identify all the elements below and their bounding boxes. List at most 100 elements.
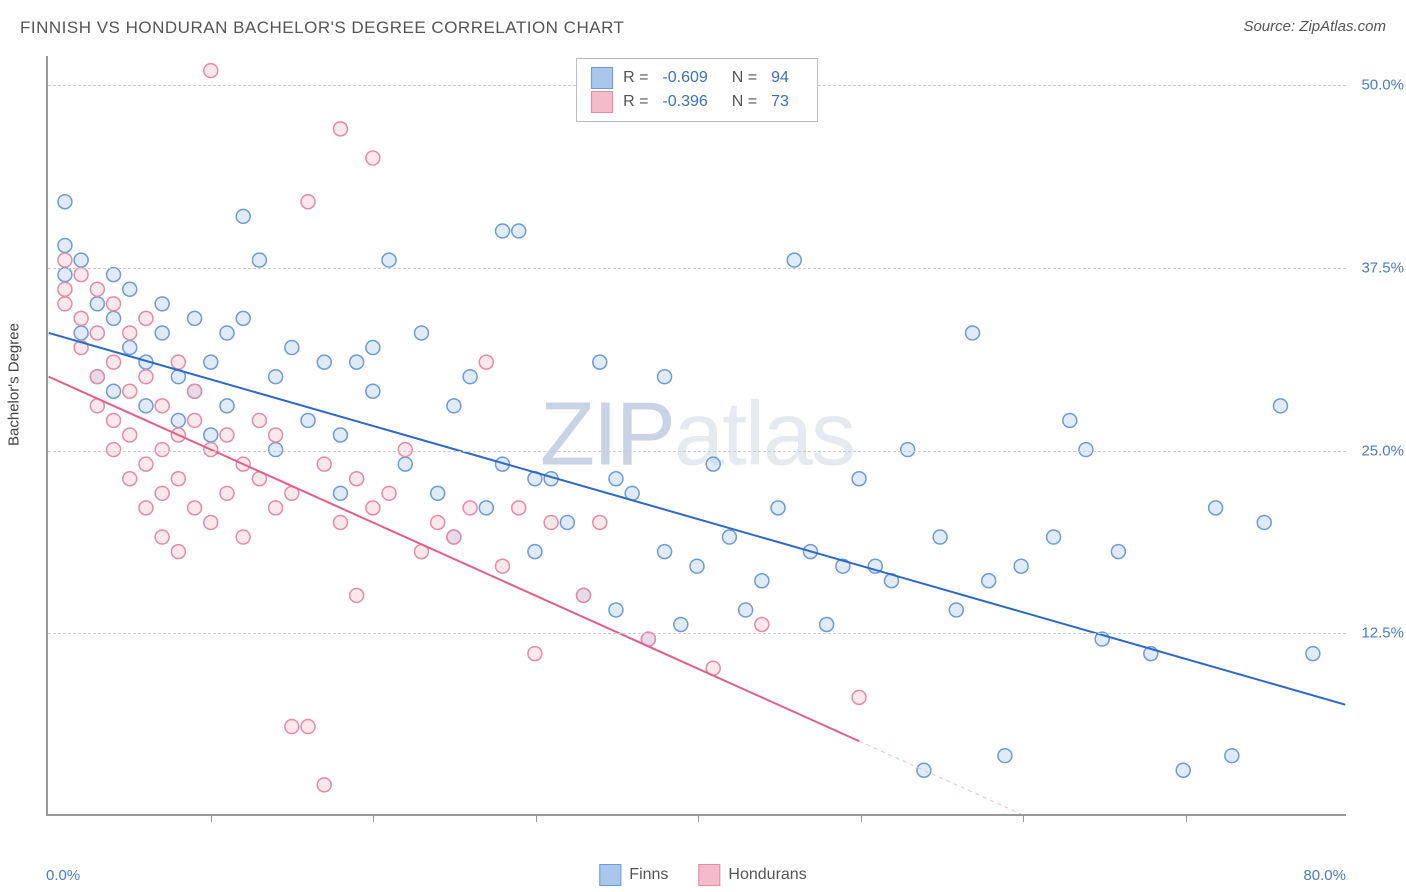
scatter-svg	[48, 56, 1346, 814]
x-tick	[698, 814, 699, 822]
data-point	[1225, 749, 1239, 763]
data-point	[236, 209, 250, 223]
data-point	[496, 224, 510, 238]
n-label: N =	[732, 69, 757, 87]
data-point	[269, 370, 283, 384]
data-point	[512, 501, 526, 515]
r-label: R =	[623, 93, 648, 111]
hondurans-swatch	[591, 91, 613, 113]
data-point	[107, 384, 121, 398]
data-point	[674, 618, 688, 632]
data-point	[982, 574, 996, 588]
data-point	[155, 297, 169, 311]
data-point	[755, 574, 769, 588]
gridline	[48, 633, 1346, 634]
data-point	[236, 311, 250, 325]
y-axis-label: Bachelor's Degree	[6, 323, 23, 446]
data-point	[852, 690, 866, 704]
data-point	[220, 326, 234, 340]
data-point	[609, 603, 623, 617]
r-label: R =	[623, 69, 648, 87]
data-point	[220, 428, 234, 442]
data-point	[123, 282, 137, 296]
data-point	[966, 326, 980, 340]
data-point	[74, 326, 88, 340]
data-point	[755, 618, 769, 632]
y-tick-label: 37.5%	[1361, 259, 1404, 276]
data-point	[1209, 501, 1223, 515]
data-point	[58, 253, 72, 267]
correlation-legend: R = -0.609 N = 94 R = -0.396 N = 73	[576, 58, 818, 122]
data-point	[139, 501, 153, 515]
data-point	[58, 297, 72, 311]
data-point	[285, 720, 299, 734]
data-point	[706, 457, 720, 471]
data-point	[658, 370, 672, 384]
data-point	[90, 370, 104, 384]
data-point	[269, 501, 283, 515]
data-point	[431, 515, 445, 529]
y-tick-label: 50.0%	[1361, 77, 1404, 94]
data-point	[107, 311, 121, 325]
data-point	[139, 370, 153, 384]
data-point	[123, 472, 137, 486]
n-value-hondurans: 73	[771, 93, 789, 111]
data-point	[107, 268, 121, 282]
data-point	[188, 311, 202, 325]
data-point	[479, 501, 493, 515]
data-point	[901, 443, 915, 457]
data-point	[609, 472, 623, 486]
legend-label-finns: Finns	[629, 866, 668, 884]
data-point	[820, 618, 834, 632]
data-point	[269, 428, 283, 442]
n-label: N =	[732, 93, 757, 111]
data-point	[107, 443, 121, 457]
finns-swatch-icon	[599, 864, 621, 886]
data-point	[188, 413, 202, 427]
data-point	[58, 282, 72, 296]
data-point	[74, 311, 88, 325]
data-point	[171, 545, 185, 559]
x-tick	[861, 814, 862, 822]
data-point	[398, 443, 412, 457]
data-point	[204, 64, 218, 78]
data-point	[107, 413, 121, 427]
data-point	[1014, 559, 1028, 573]
data-point	[123, 384, 137, 398]
x-axis-max: 80.0%	[1303, 867, 1346, 884]
data-point	[155, 326, 169, 340]
data-point	[998, 749, 1012, 763]
x-tick	[211, 814, 212, 822]
data-point	[188, 384, 202, 398]
legend-item-finns: Finns	[599, 864, 668, 886]
data-point	[544, 515, 558, 529]
data-point	[301, 195, 315, 209]
data-point	[204, 428, 218, 442]
chart-plot-area: R = -0.609 N = 94 R = -0.396 N = 73 ZIPa…	[46, 56, 1346, 816]
data-point	[1273, 399, 1287, 413]
x-tick	[1186, 814, 1187, 822]
gridline	[48, 451, 1346, 452]
data-point	[171, 413, 185, 427]
r-value-hondurans: -0.396	[662, 93, 707, 111]
trend-line	[49, 377, 859, 741]
data-point	[350, 472, 364, 486]
data-point	[512, 224, 526, 238]
data-point	[171, 472, 185, 486]
data-point	[139, 311, 153, 325]
data-point	[333, 515, 347, 529]
data-point	[269, 443, 283, 457]
data-point	[107, 355, 121, 369]
data-point	[771, 501, 785, 515]
data-point	[722, 530, 736, 544]
legend-item-hondurans: Hondurans	[698, 864, 806, 886]
data-point	[301, 720, 315, 734]
data-point	[528, 647, 542, 661]
trend-line	[49, 333, 1346, 705]
gridline	[48, 268, 1346, 269]
data-point	[58, 195, 72, 209]
x-tick	[373, 814, 374, 822]
data-point	[949, 603, 963, 617]
data-point	[593, 355, 607, 369]
data-point	[690, 559, 704, 573]
